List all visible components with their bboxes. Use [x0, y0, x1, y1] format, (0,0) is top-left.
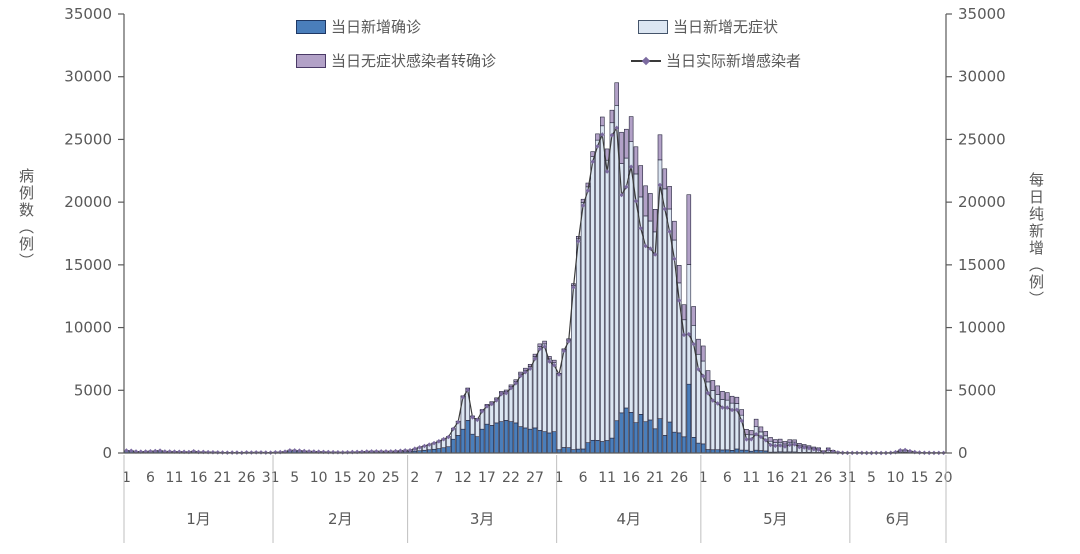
svg-text:27: 27 — [526, 470, 544, 486]
svg-text:6: 6 — [579, 470, 588, 486]
svg-text:25: 25 — [382, 470, 400, 486]
svg-text:0: 0 — [102, 444, 112, 462]
svg-text:20: 20 — [358, 470, 376, 486]
svg-text:15000: 15000 — [958, 256, 1006, 274]
svg-text:7: 7 — [434, 470, 443, 486]
right-axis-title: 每日纯新增（例） — [1027, 172, 1045, 308]
svg-text:30000: 30000 — [64, 68, 112, 86]
legend-item-confirmed: 当日新增确诊 — [296, 16, 421, 37]
legend-item-converted: 当日无症状感染者转确诊 — [296, 50, 496, 71]
svg-text:21: 21 — [790, 470, 808, 486]
svg-text:11: 11 — [598, 470, 616, 486]
svg-text:1月: 1月 — [186, 510, 211, 528]
svg-text:16: 16 — [622, 470, 640, 486]
svg-text:10000: 10000 — [958, 319, 1006, 337]
svg-text:20: 20 — [935, 470, 953, 486]
legend-item-actual-line: 当日实际新增感染者 — [631, 50, 801, 71]
confirmed-swatch-icon — [296, 19, 326, 34]
svg-text:26: 26 — [815, 470, 833, 486]
svg-text:30000: 30000 — [958, 68, 1006, 86]
svg-text:15: 15 — [334, 470, 352, 486]
svg-text:1: 1 — [699, 470, 708, 486]
svg-text:4月: 4月 — [616, 510, 641, 528]
svg-text:6: 6 — [723, 470, 732, 486]
svg-text:35000: 35000 — [64, 5, 112, 23]
svg-text:35000: 35000 — [958, 5, 1006, 23]
svg-text:25000: 25000 — [64, 130, 112, 148]
svg-text:5: 5 — [290, 470, 299, 486]
svg-text:5月: 5月 — [763, 510, 788, 528]
svg-text:5000: 5000 — [74, 381, 112, 399]
svg-text:31: 31 — [262, 470, 280, 486]
converted-swatch-icon — [296, 53, 326, 68]
svg-text:20000: 20000 — [64, 193, 112, 211]
svg-text:6月: 6月 — [886, 510, 911, 528]
svg-text:10000: 10000 — [64, 319, 112, 337]
svg-text:5: 5 — [867, 470, 876, 486]
svg-text:3月: 3月 — [470, 510, 495, 528]
svg-text:22: 22 — [502, 470, 520, 486]
line-marker-swatch-icon — [631, 54, 661, 68]
legend-label-actual: 当日实际新增感染者 — [666, 52, 802, 70]
svg-text:16: 16 — [766, 470, 784, 486]
svg-text:5000: 5000 — [958, 381, 996, 399]
svg-text:17: 17 — [478, 470, 496, 486]
svg-text:16: 16 — [190, 470, 208, 486]
svg-text:15: 15 — [911, 470, 929, 486]
asymptomatic-swatch-icon — [638, 19, 668, 34]
svg-text:10: 10 — [887, 470, 905, 486]
left-axis-title: 病例数（例） — [17, 168, 35, 270]
svg-text:2月: 2月 — [328, 510, 353, 528]
svg-text:1: 1 — [122, 470, 131, 486]
svg-text:2: 2 — [410, 470, 419, 486]
svg-text:0: 0 — [958, 444, 968, 462]
legend-label-asymptomatic: 当日新增无症状 — [673, 18, 779, 36]
svg-text:21: 21 — [646, 470, 664, 486]
svg-text:26: 26 — [670, 470, 688, 486]
svg-text:26: 26 — [238, 470, 256, 486]
svg-text:11: 11 — [742, 470, 760, 486]
svg-text:15000: 15000 — [64, 256, 112, 274]
svg-text:31: 31 — [839, 470, 857, 486]
svg-text:12: 12 — [454, 470, 472, 486]
legend-item-asymptomatic: 当日新增无症状 — [638, 16, 778, 37]
legend-label-converted: 当日无症状感染者转确诊 — [331, 52, 497, 70]
svg-text:1: 1 — [555, 470, 564, 486]
svg-text:21: 21 — [214, 470, 232, 486]
svg-text:6: 6 — [146, 470, 155, 486]
svg-text:10: 10 — [310, 470, 328, 486]
svg-text:25000: 25000 — [958, 130, 1006, 148]
legend-label-confirmed: 当日新增确诊 — [331, 18, 422, 36]
svg-text:11: 11 — [166, 470, 184, 486]
svg-text:20000: 20000 — [958, 193, 1006, 211]
